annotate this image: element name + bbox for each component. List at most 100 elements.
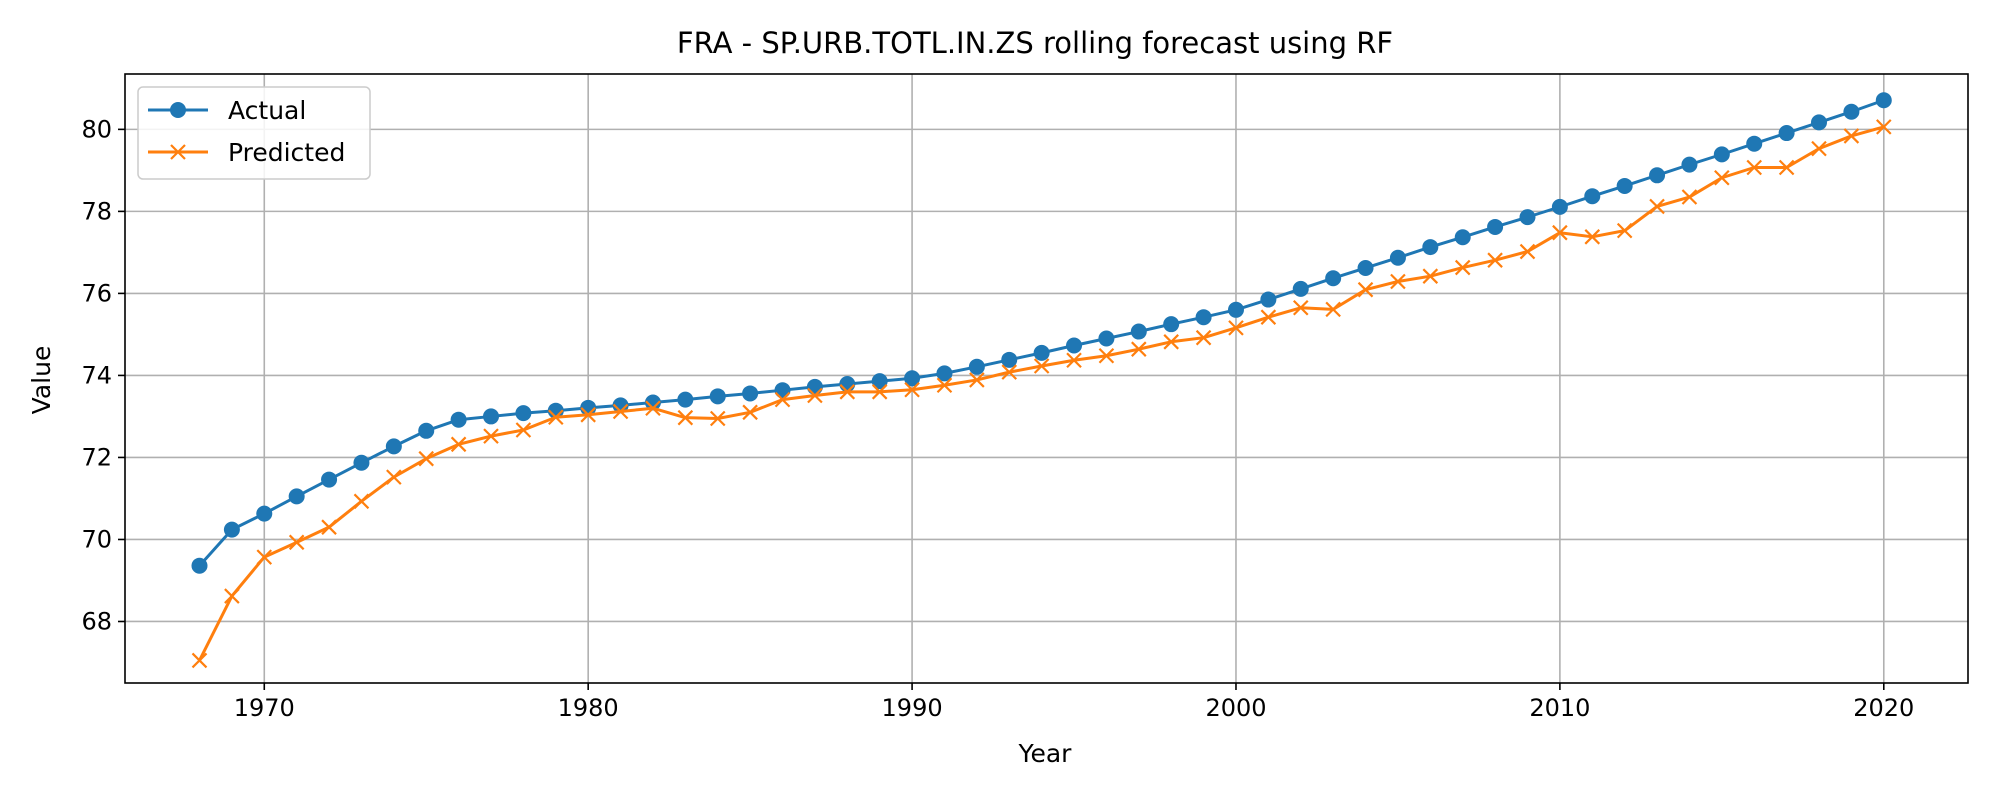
actual-data-point: [612, 397, 629, 414]
predicted-data-point: [1228, 320, 1244, 336]
actual-data-point: [1227, 301, 1244, 318]
predicted-data-point: [1390, 273, 1406, 290]
x-axis-ticks: 1970 1980 1990 2000 2010 2020: [234, 683, 1914, 722]
predicted-data-point: [1714, 169, 1730, 186]
predicted-data-point: [969, 372, 985, 388]
predicted-data-point: [1292, 299, 1309, 316]
predicted-data-point: [807, 387, 823, 404]
x-tick-label: 1980: [558, 694, 619, 722]
x-tick-label: 1970: [234, 694, 295, 722]
x-tick-label: 2010: [1529, 694, 1590, 722]
y-axis-label: Value: [27, 346, 56, 415]
y-tick-label: 70: [81, 525, 112, 553]
predicted-data-point: [224, 588, 240, 604]
y-tick-label: 74: [81, 361, 112, 389]
predicted-data-point: [1260, 309, 1277, 325]
predicted-data-point: [1876, 119, 1892, 135]
actual-data-point: [1325, 270, 1342, 287]
actual-data-point: [806, 378, 823, 395]
predicted-data-point: [1454, 259, 1471, 276]
predicted-data-point: [904, 382, 920, 398]
predicted-data-point: [191, 652, 208, 669]
predicted-data-point: [612, 403, 629, 420]
predicted-data-point: [645, 400, 661, 417]
predicted-data-point: [1001, 364, 1018, 380]
actual-data-point: [1551, 198, 1568, 215]
predicted-data-point: [709, 410, 726, 427]
actual-data-point: [353, 454, 370, 471]
actual-data-point: [1292, 280, 1309, 297]
actual-data-point: [385, 438, 402, 455]
y-tick-label: 68: [81, 607, 112, 635]
actual-data-point: [191, 557, 208, 574]
predicted-data-point: [321, 519, 337, 535]
actual-data-point: [1098, 330, 1115, 347]
actual-data-point: [321, 471, 338, 488]
predicted-data-point: [871, 384, 888, 400]
actual-data-point: [1066, 337, 1083, 354]
series-layer: [191, 92, 1892, 669]
actual-data-point: [483, 408, 500, 425]
predicted-data-point: [1098, 347, 1115, 364]
legend-label-predicted: Predicted: [228, 138, 345, 167]
predicted-data-point: [1163, 334, 1179, 350]
predicted-data-point: [1033, 358, 1050, 374]
actual-data-point: [1681, 156, 1698, 173]
actual-data-point: [936, 365, 953, 382]
predicted-data-point: [1616, 222, 1633, 239]
predicted-data-point: [515, 422, 532, 438]
actual-data-point: [774, 382, 791, 399]
predicted-data-point: [1357, 281, 1374, 298]
actual-data-point: [1811, 114, 1828, 131]
predicted-data-point: [256, 549, 273, 565]
actual-data-point: [418, 422, 435, 439]
predicted-data-point: [1131, 341, 1147, 357]
x-tick-label: 2000: [1205, 694, 1266, 722]
actual-data-point: [1843, 103, 1860, 120]
predicted-data-point: [936, 377, 953, 394]
actual-data-point: [1713, 146, 1730, 163]
plot-area-frame: [124, 73, 1969, 684]
actual-data-point: [1163, 316, 1180, 333]
actual-data-point: [871, 373, 888, 390]
actual-data-point: [1487, 218, 1504, 235]
actual-data-point: [1357, 259, 1374, 276]
predicted-data-point: [418, 450, 435, 467]
actual-data-point: [1260, 291, 1277, 308]
actual-data-point: [677, 391, 694, 408]
legend-marker-actual: [170, 102, 186, 118]
y-tick-label: 76: [81, 279, 112, 307]
predicted-data-point: [353, 493, 370, 510]
actual-data-point: [709, 388, 726, 405]
y-tick-label: 72: [81, 443, 112, 471]
predicted-data-point: [1778, 159, 1795, 176]
predicted-data-point: [1325, 301, 1341, 318]
predicted-data-point: [1811, 140, 1827, 157]
actual-data-point: [223, 521, 240, 538]
actual-data-point: [839, 376, 856, 393]
predicted-data-point: [386, 469, 402, 485]
y-tick-label: 78: [81, 197, 112, 225]
actual-data-point: [644, 394, 661, 411]
legend-marker-predicted: [170, 144, 186, 160]
actual-data-point: [515, 405, 532, 422]
actual-data-point: [450, 411, 467, 428]
actual-data-point: [1033, 344, 1050, 361]
actual-data-point: [1649, 167, 1666, 184]
actual-data-point: [1001, 351, 1018, 368]
actual-data-point: [1778, 125, 1795, 142]
predicted-data-point: [774, 391, 791, 408]
actual-data-point: [1875, 92, 1892, 109]
actual-data-point: [1746, 135, 1763, 152]
legend-label-actual: Actual: [228, 96, 306, 125]
actual-series: [191, 92, 1892, 574]
predicted-data-point: [1519, 243, 1536, 260]
chart-title: FRA - SP.URB.TOTL.IN.ZS rolling forecast…: [677, 26, 1393, 60]
predicted-data-point: [580, 407, 596, 423]
predicted-data-point: [450, 436, 467, 453]
predicted-data-point: [288, 534, 305, 551]
predicted-data-point: [1066, 352, 1082, 369]
predicted-data-point: [1681, 189, 1698, 205]
actual-data-point: [1422, 239, 1439, 256]
